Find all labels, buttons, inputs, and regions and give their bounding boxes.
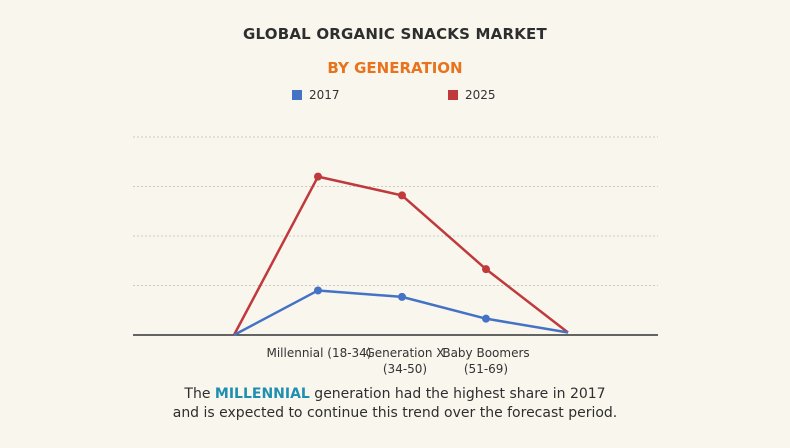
legend-item-2017: 2017 (292, 88, 340, 102)
legend-item-2025: 2025 (448, 88, 496, 102)
series-line-2025 (232, 175, 569, 336)
chart-title: GLOBAL ORGANIC SNACKS MARKET (243, 25, 547, 43)
data-point-2017-2 (398, 292, 406, 301)
x-tick-label-baby-boomers: Baby Boomers (51-69) (442, 346, 530, 376)
data-point-2017-3 (482, 314, 490, 323)
caption-text-line2: and is expected to continue this trend o… (172, 405, 618, 421)
legend-swatch-2017 (292, 90, 302, 100)
legend-label-2017: 2017 (309, 88, 340, 102)
caption-text-start: The (184, 386, 215, 402)
data-point-2025-2 (398, 191, 406, 200)
data-point-2025-3 (482, 265, 490, 274)
caption-text-line1-end: generation had the highest share in 2017 (309, 386, 606, 402)
chart-caption: The MILLENNIAL generation had the highes… (0, 385, 790, 423)
caption-highlight: MILLENNIAL (214, 386, 310, 402)
chart-subtitle: BY GENERATION (327, 59, 463, 77)
data-point-2017-1 (314, 286, 322, 295)
legend-swatch-2025 (448, 90, 458, 100)
legend-label-2025: 2025 (465, 88, 496, 102)
x-tick-label-millennial: Millennial (18-34) (266, 346, 372, 360)
x-tick-label-generation-x: Generation X (34-50) (365, 346, 445, 376)
data-point-2025-1 (314, 172, 322, 181)
